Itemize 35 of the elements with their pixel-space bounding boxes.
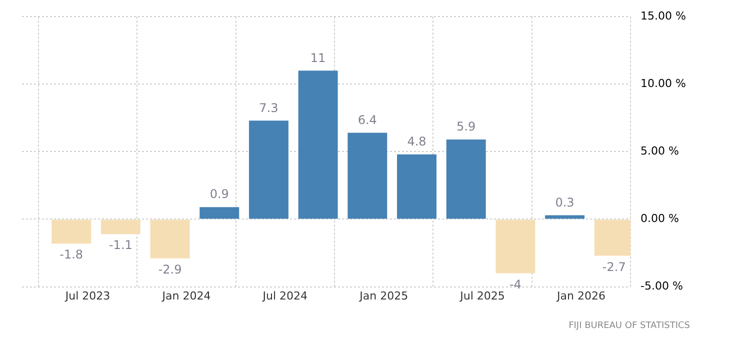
x-tick-label: Jan 2026: [556, 289, 606, 302]
data-label: 6.4: [358, 112, 377, 127]
data-label: 0.9: [210, 187, 229, 202]
y-tick-label: 0.00 %: [640, 212, 680, 226]
data-label: 4.8: [407, 134, 426, 149]
data-label: 11: [310, 50, 326, 65]
data-label: -4: [509, 277, 522, 292]
bar: [248, 120, 288, 219]
bar: [397, 154, 436, 219]
y-tick-label: 15.00 %: [640, 9, 686, 22]
x-tick-label: Jan 2024: [161, 289, 211, 302]
bar: [150, 220, 190, 258]
bar: [100, 220, 140, 234]
data-label: 7.3: [259, 100, 278, 115]
data-label: -1.1: [108, 238, 132, 252]
x-tick-label: Jul 2025: [459, 289, 505, 302]
y-tick-label: -5.00 %: [640, 280, 683, 293]
x-tick-label: Jul 2024: [262, 289, 308, 302]
data-label: 0.3: [555, 195, 574, 210]
bar: [496, 220, 536, 274]
data-label: -2.7: [602, 260, 626, 274]
data-label: 5.9: [456, 120, 476, 134]
bar: [52, 220, 92, 244]
data-label: -2.9: [158, 262, 182, 277]
bar: [298, 70, 338, 219]
x-tick-label: Jan 2025: [358, 289, 408, 302]
data-label: -1.8: [60, 248, 84, 262]
bar: [446, 140, 486, 219]
y-tick-label: 5.00 %: [640, 144, 680, 158]
bar: [545, 215, 585, 219]
bar: [348, 132, 388, 219]
text: FIJI BUREAU OF STATISTICS: [568, 320, 690, 331]
x-tick-label: Jul 2023: [64, 289, 110, 302]
bar: [200, 207, 240, 219]
y-tick-label: 10.00 %: [640, 77, 686, 90]
